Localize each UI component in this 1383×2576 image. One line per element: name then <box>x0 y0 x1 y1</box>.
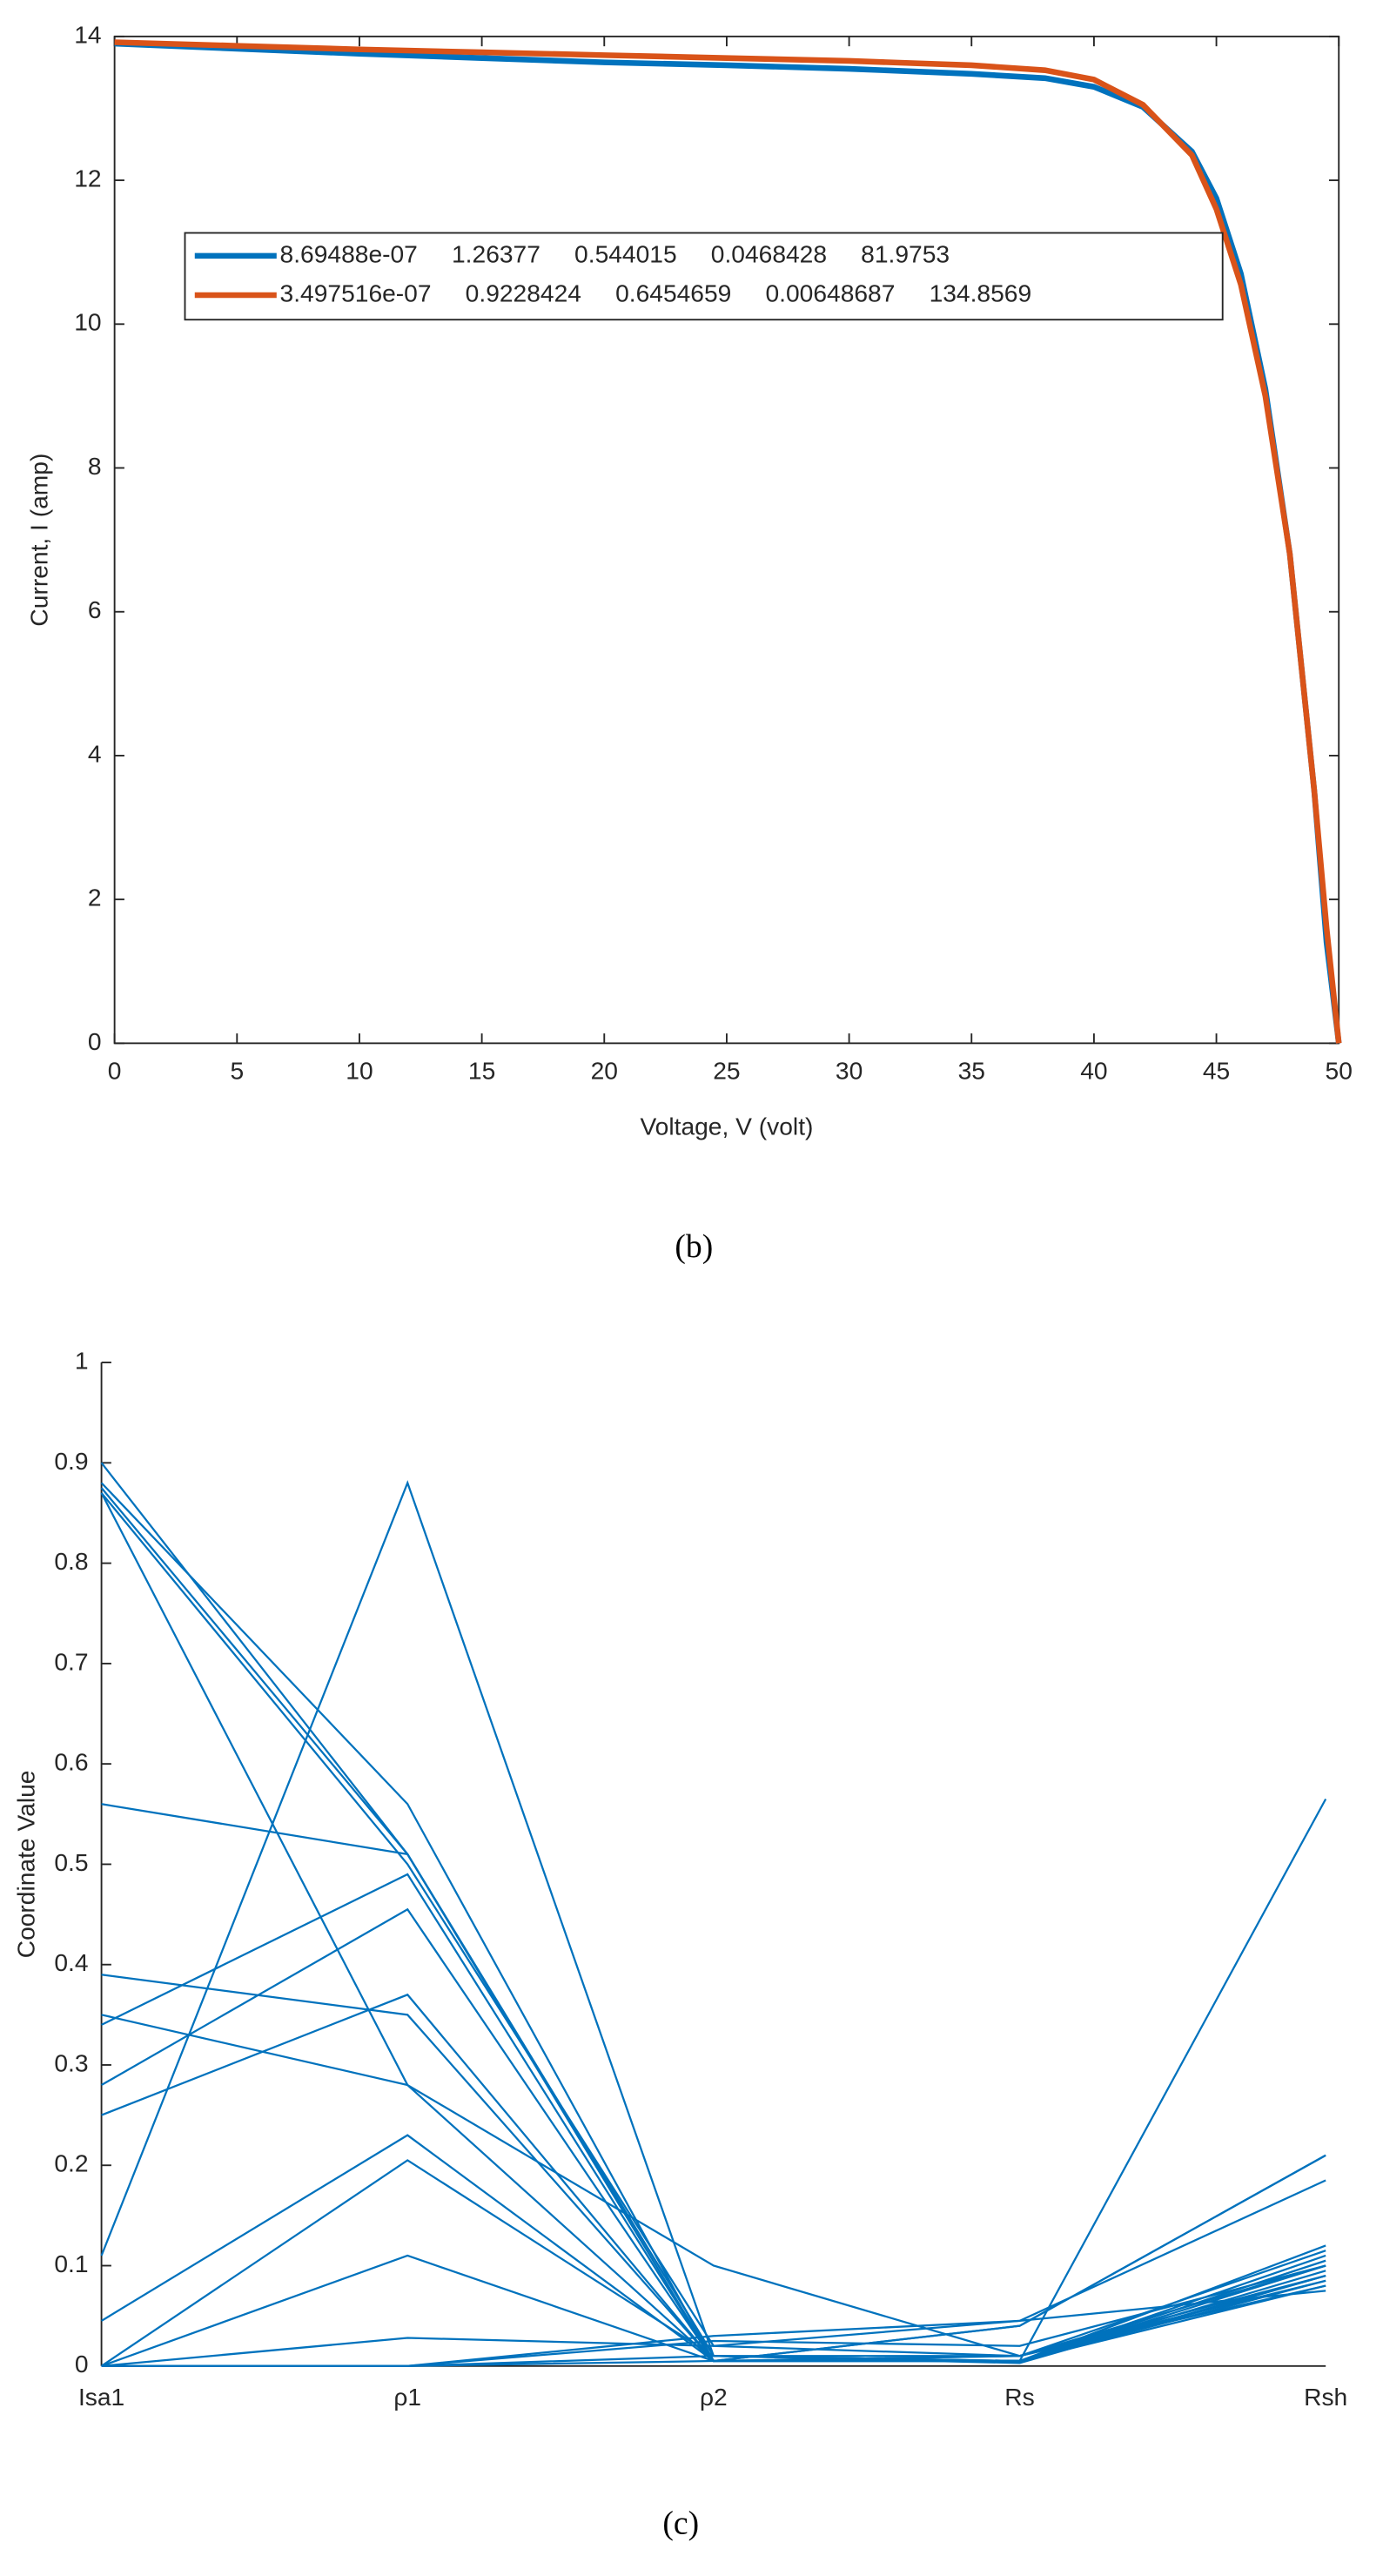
y-tick-label: 10 <box>74 308 101 336</box>
y-tick-label: 0.2 <box>54 2149 88 2177</box>
caption: (c) <box>662 2505 699 2542</box>
y-tick-label: 2 <box>88 884 102 911</box>
x-tick-label: ρ1 <box>393 2383 421 2411</box>
x-tick-label: Rsh <box>1304 2383 1347 2411</box>
y-tick-label: 6 <box>88 595 102 623</box>
series-line <box>101 1803 1326 2363</box>
x-tick-label: 25 <box>713 1057 740 1085</box>
series-line <box>114 40 1342 1044</box>
x-tick-label: 10 <box>346 1057 373 1085</box>
y-tick-label: 1 <box>75 1347 89 1375</box>
series-line <box>101 2014 1326 2357</box>
series-line <box>100 1492 1326 2363</box>
y-tick-label: 14 <box>74 20 101 48</box>
legend-label: 3.497516e-07 0.9228424 0.6454659 0.00648… <box>280 279 1032 306</box>
x-tick-label: 45 <box>1203 1057 1230 1085</box>
series-line <box>101 2179 1326 2367</box>
x-axis-label: Voltage, V (volt) <box>640 1113 813 1140</box>
series-line <box>100 1492 1326 2357</box>
x-tick-label: Rs <box>1004 2383 1034 2411</box>
series-line <box>100 1487 1326 2363</box>
y-tick-label: 0.7 <box>54 1647 88 1675</box>
y-tick-label: 0.1 <box>54 2250 88 2277</box>
x-tick-label: 30 <box>836 1057 863 1085</box>
caption: (b) <box>675 1228 713 1265</box>
series-line <box>100 1482 1326 2363</box>
series-line <box>114 39 1342 1044</box>
y-axis-label: Current, I (amp) <box>24 454 52 627</box>
plot-frame <box>113 35 1340 1045</box>
y-tick-label: 0.4 <box>54 1948 88 1976</box>
series-line <box>101 2250 1326 2367</box>
series-line <box>101 1873 1326 2363</box>
x-tick-label: 15 <box>468 1057 495 1085</box>
x-tick-label: 40 <box>1080 1057 1107 1085</box>
series-line <box>101 2290 1326 2367</box>
x-tick-label: Isa1 <box>78 2383 124 2411</box>
y-tick-label: 0.3 <box>54 2048 88 2076</box>
y-tick-label: 0.5 <box>54 1848 88 1876</box>
x-tick-label: 50 <box>1326 1057 1353 1085</box>
x-tick-label: 5 <box>230 1057 244 1085</box>
y-tick-label: 0 <box>75 2350 89 2378</box>
x-tick-label: 35 <box>958 1057 985 1085</box>
series-line <box>100 1462 1326 2357</box>
x-tick-label: 20 <box>591 1057 618 1085</box>
legend-label: 8.69488e-07 1.26377 0.544015 0.0468428 8… <box>280 239 950 267</box>
y-tick-label: 0.9 <box>54 1447 88 1475</box>
y-axis-label: Coordinate Value <box>11 1771 39 1959</box>
series-line <box>100 1480 1327 2363</box>
y-tick-label: 0 <box>88 1027 102 1055</box>
x-tick-label: ρ2 <box>700 2383 728 2411</box>
y-tick-label: 4 <box>88 739 102 767</box>
y-tick-label: 8 <box>88 452 102 480</box>
series-line <box>101 1974 1326 2363</box>
y-tick-label: 0.8 <box>54 1547 88 1575</box>
legend <box>184 232 1224 321</box>
series-line <box>101 1993 1326 2363</box>
y-tick-label: 12 <box>74 165 101 192</box>
x-tick-label: 0 <box>108 1057 122 1085</box>
y-tick-label: 0.6 <box>54 1748 88 1776</box>
